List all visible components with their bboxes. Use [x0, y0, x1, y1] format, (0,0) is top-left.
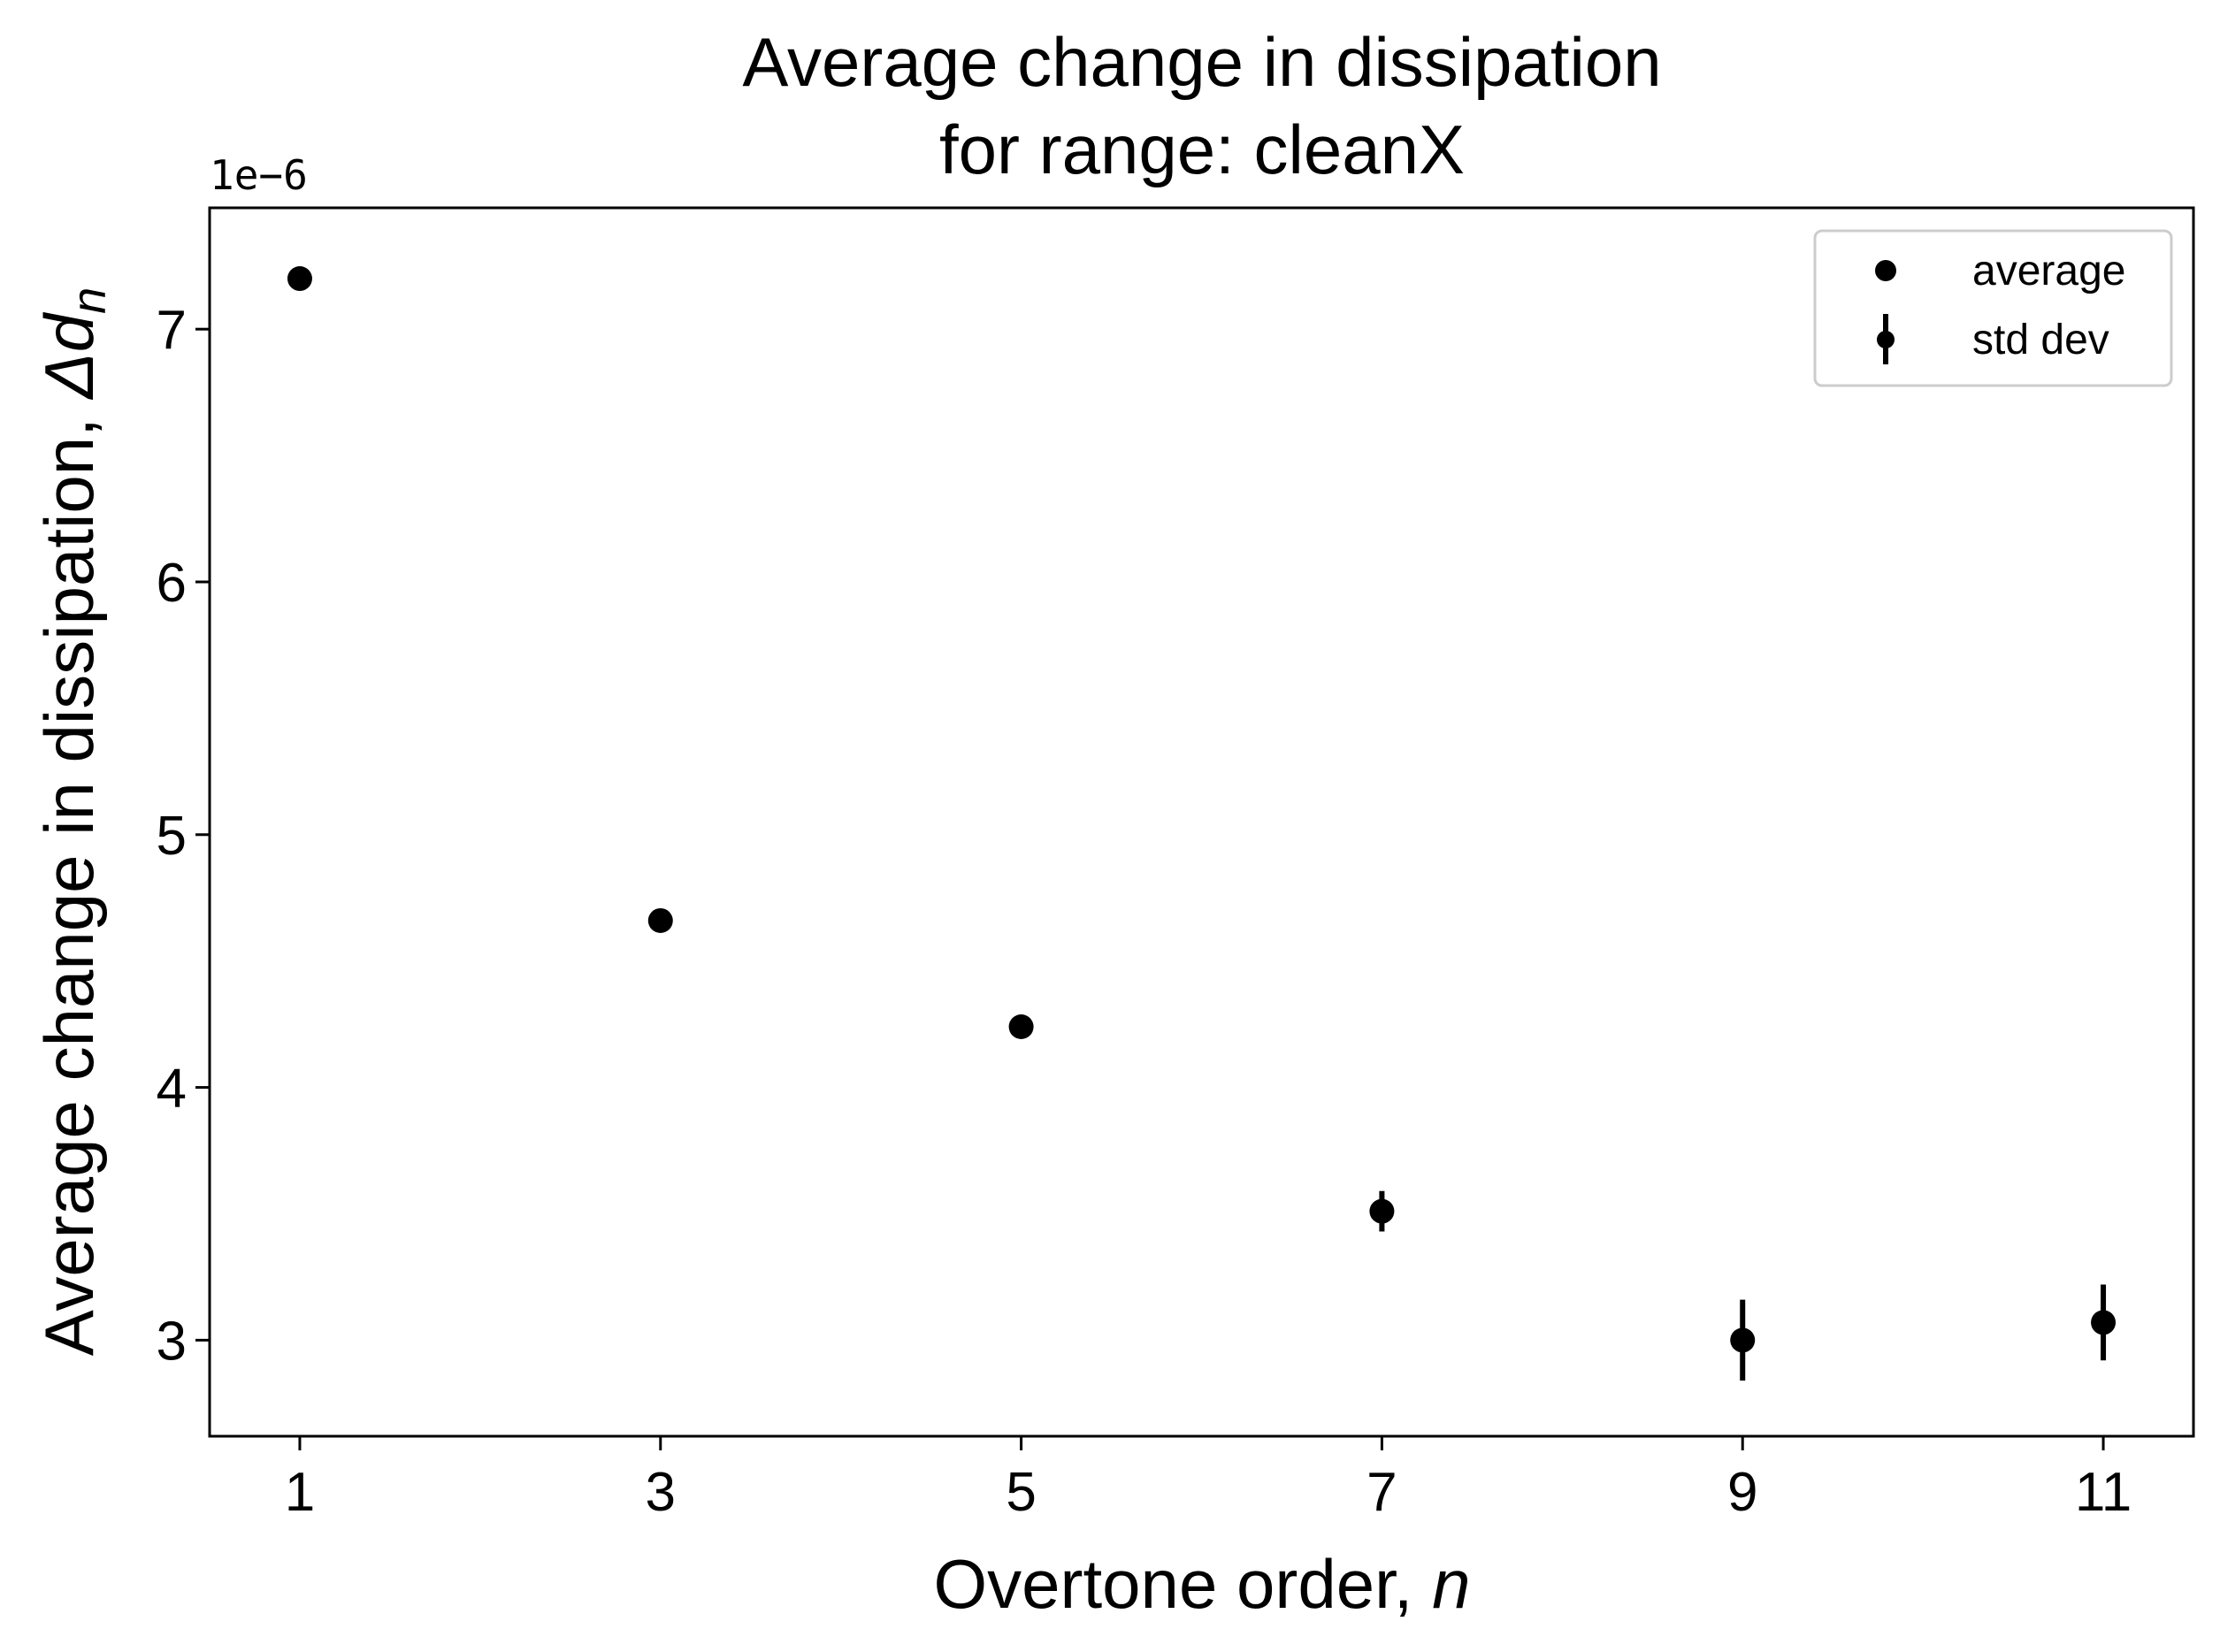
legend-marker-std-dev [1877, 331, 1895, 348]
average-point [1730, 1327, 1756, 1353]
average-point [287, 266, 312, 292]
plot-area [208, 206, 2195, 1438]
average-point [1369, 1198, 1395, 1224]
y-axis: 3 4 5 6 7 [157, 300, 210, 1372]
x-tick-label: 3 [646, 1462, 676, 1523]
average-series [287, 266, 2117, 1353]
y-tick-label: 3 [157, 1311, 187, 1372]
legend-label-std-dev: std dev [1972, 317, 2109, 363]
y-tick-label: 6 [157, 553, 187, 614]
average-point [1008, 1014, 1034, 1039]
x-tick-label: 1 [285, 1462, 315, 1523]
x-axis-label: Overtone order, n [933, 1545, 1470, 1623]
legend: average std dev [1813, 229, 2173, 387]
x-tick-label: 9 [1727, 1462, 1757, 1523]
chart-title-line-2: for range: cleanX [939, 111, 1465, 188]
legend-label-average: average [1972, 248, 2125, 294]
x-axis: 1 3 5 7 9 11 [285, 1436, 2132, 1523]
legend-box [1813, 229, 2173, 387]
legend-marker-average [1875, 260, 1896, 281]
std-dev-series [288, 268, 2115, 1381]
y-axis-label: Average change in dissipation, Δdn [30, 287, 116, 1356]
x-tick-label: 11 [2075, 1462, 2132, 1523]
x-tick-label: 7 [1366, 1462, 1397, 1523]
x-tick-label: 5 [1006, 1462, 1036, 1523]
y-offset-label: 1e−6 [210, 151, 308, 199]
y-tick-label: 5 [157, 806, 187, 867]
average-point [647, 907, 673, 933]
chart-title-line-1: Average change in dissipation [742, 23, 1661, 101]
average-point [2091, 1310, 2117, 1335]
y-tick-label: 4 [157, 1059, 187, 1120]
y-tick-label: 7 [157, 300, 187, 361]
